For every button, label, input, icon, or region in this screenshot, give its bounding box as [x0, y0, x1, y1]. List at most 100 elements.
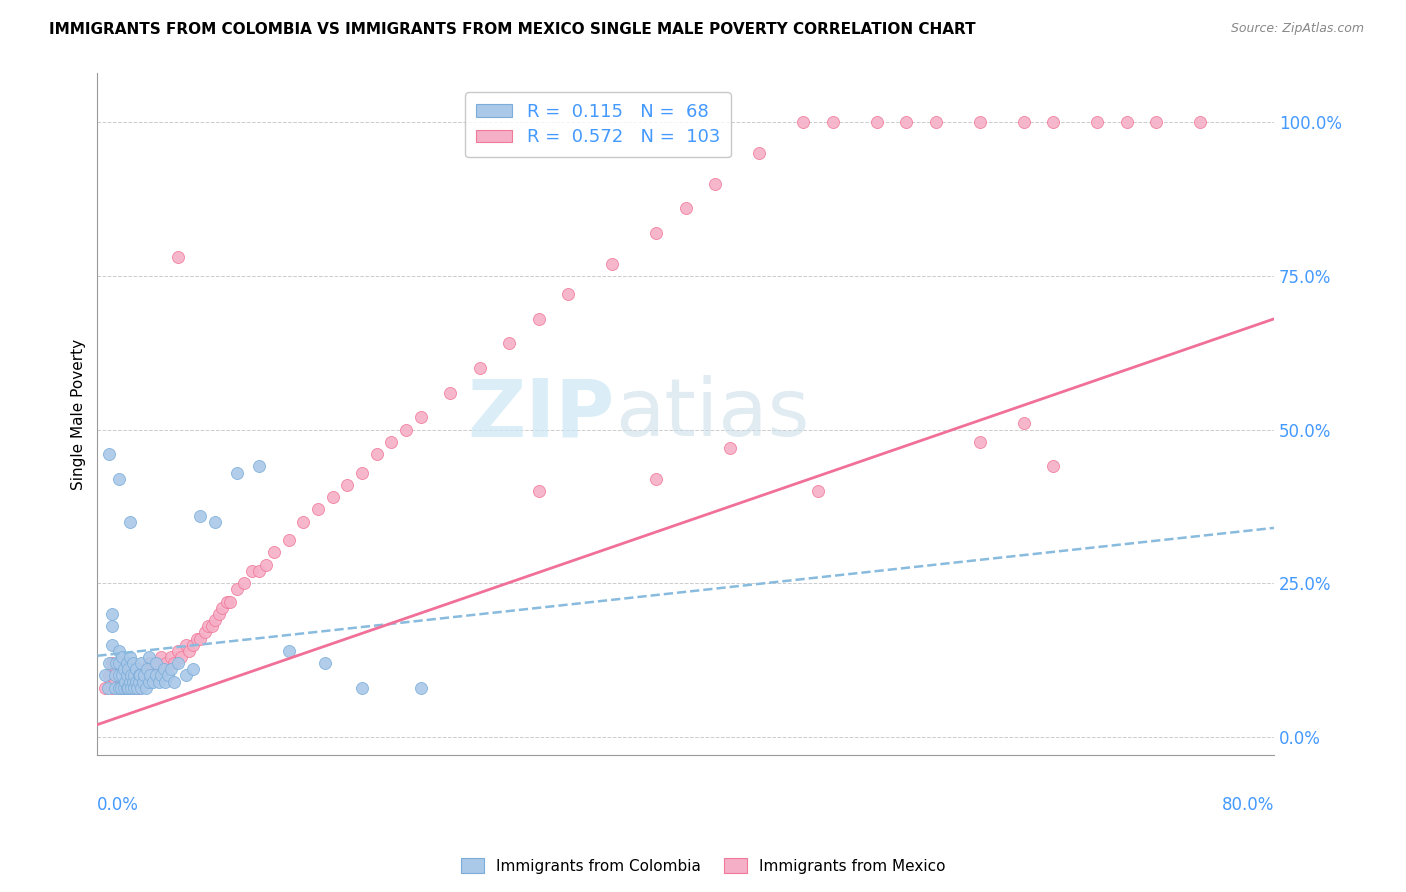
- Point: [1042, 115, 1064, 129]
- Point: [167, 644, 190, 658]
- Point: [160, 650, 183, 665]
- Point: [148, 668, 170, 682]
- Point: [108, 656, 131, 670]
- Point: [186, 632, 208, 646]
- Point: [122, 668, 145, 682]
- Point: [122, 681, 145, 695]
- Point: [322, 490, 344, 504]
- Point: [201, 619, 224, 633]
- Point: [247, 459, 270, 474]
- Point: [112, 656, 135, 670]
- Point: [125, 681, 148, 695]
- Point: [128, 662, 150, 676]
- Point: [188, 632, 211, 646]
- Point: [108, 681, 131, 695]
- Text: atias: atias: [614, 376, 810, 453]
- Point: [924, 115, 946, 129]
- Point: [145, 668, 167, 682]
- Point: [969, 115, 991, 129]
- Point: [108, 644, 131, 658]
- Point: [131, 656, 153, 670]
- Point: [152, 662, 174, 676]
- Point: [204, 613, 226, 627]
- Point: [98, 668, 121, 682]
- Point: [132, 674, 155, 689]
- Point: [120, 674, 142, 689]
- Point: [215, 595, 238, 609]
- Y-axis label: Single Male Poverty: Single Male Poverty: [72, 339, 86, 490]
- Point: [136, 662, 159, 676]
- Point: [104, 674, 127, 689]
- Point: [718, 441, 741, 455]
- Point: [1144, 115, 1167, 129]
- Point: [122, 681, 145, 695]
- Point: [181, 662, 204, 676]
- Point: [118, 681, 141, 695]
- Text: Source: ZipAtlas.com: Source: ZipAtlas.com: [1230, 22, 1364, 36]
- Point: [108, 472, 131, 486]
- Point: [896, 115, 918, 129]
- Point: [114, 674, 136, 689]
- Point: [124, 662, 146, 676]
- Point: [1087, 115, 1109, 129]
- Point: [115, 681, 138, 695]
- Point: [292, 515, 315, 529]
- Point: [277, 533, 299, 548]
- Point: [115, 662, 138, 676]
- Point: [366, 447, 388, 461]
- Point: [112, 681, 135, 695]
- Point: [240, 564, 263, 578]
- Point: [527, 483, 550, 498]
- Point: [118, 515, 141, 529]
- Point: [194, 625, 217, 640]
- Point: [969, 434, 991, 449]
- Point: [101, 607, 124, 621]
- Point: [118, 668, 141, 682]
- Point: [256, 558, 278, 572]
- Point: [352, 466, 374, 480]
- Point: [866, 115, 889, 129]
- Point: [336, 478, 359, 492]
- Point: [117, 674, 139, 689]
- Point: [149, 668, 172, 682]
- Point: [188, 508, 211, 523]
- Point: [115, 656, 138, 670]
- Point: [138, 674, 160, 689]
- Point: [380, 434, 402, 449]
- Point: [211, 600, 233, 615]
- Point: [675, 201, 697, 215]
- Point: [821, 115, 844, 129]
- Point: [112, 662, 135, 676]
- Point: [167, 656, 190, 670]
- Point: [226, 466, 249, 480]
- Point: [129, 668, 152, 682]
- Point: [439, 385, 461, 400]
- Point: [131, 681, 153, 695]
- Point: [498, 336, 520, 351]
- Point: [141, 668, 163, 682]
- Point: [121, 674, 143, 689]
- Point: [792, 115, 814, 129]
- Point: [152, 662, 174, 676]
- Point: [135, 662, 157, 676]
- Point: [138, 674, 160, 689]
- Point: [128, 674, 150, 689]
- Point: [98, 447, 121, 461]
- Point: [138, 650, 160, 665]
- Point: [409, 681, 432, 695]
- Point: [208, 607, 231, 621]
- Point: [352, 681, 374, 695]
- Point: [108, 681, 131, 695]
- Legend: R =  0.115   N =  68, R =  0.572   N =  103: R = 0.115 N = 68, R = 0.572 N = 103: [465, 92, 731, 157]
- Point: [101, 656, 124, 670]
- Point: [120, 681, 142, 695]
- Legend: Immigrants from Colombia, Immigrants from Mexico: Immigrants from Colombia, Immigrants fro…: [454, 852, 952, 880]
- Point: [104, 681, 127, 695]
- Point: [263, 545, 285, 559]
- Point: [204, 515, 226, 529]
- Point: [233, 576, 256, 591]
- Point: [128, 681, 150, 695]
- Text: 0.0%: 0.0%: [97, 797, 139, 814]
- Point: [105, 656, 128, 670]
- Point: [105, 662, 128, 676]
